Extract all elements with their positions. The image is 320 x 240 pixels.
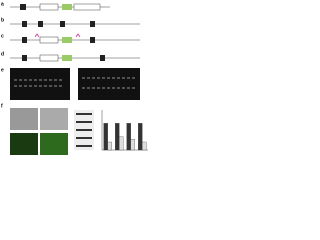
- western-blot: [74, 110, 94, 150]
- panel-label: e: [1, 67, 4, 73]
- bar: [138, 123, 143, 151]
- panel-label: a: [1, 1, 4, 7]
- bar: [126, 123, 131, 151]
- bar: [107, 141, 112, 151]
- bar: [115, 123, 120, 151]
- construct-diagrams: [10, 3, 140, 62]
- bar: [130, 139, 135, 151]
- panel-label: f: [1, 103, 3, 109]
- bar: [119, 136, 124, 151]
- bar: [103, 123, 108, 151]
- bar: [142, 141, 147, 151]
- panel-label: d: [1, 51, 4, 57]
- figure: a b c d e f: [1, 1, 148, 155]
- panel-label: b: [1, 17, 4, 23]
- microscopy-images: [10, 108, 68, 155]
- panel-label: c: [1, 33, 4, 39]
- gel-images: [10, 68, 140, 100]
